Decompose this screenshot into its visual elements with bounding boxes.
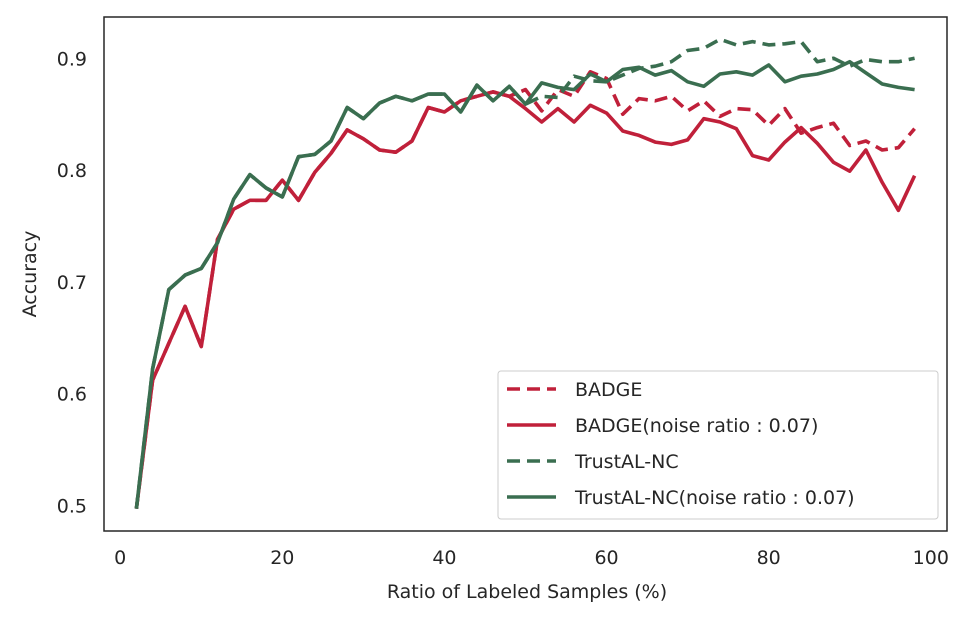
legend-label-badge: BADGE — [575, 379, 642, 401]
y-tick-label: 0.5 — [57, 495, 87, 517]
x-tick-label: 100 — [913, 547, 949, 569]
x-tick-label: 20 — [270, 547, 294, 569]
y-tick-labels: 0.5 0.6 0.7 0.8 0.9 — [57, 48, 87, 517]
x-tick-label: 0 — [114, 547, 126, 569]
x-tick-labels: 0 20 40 60 80 100 — [114, 547, 949, 569]
series-layer — [134, 37, 917, 509]
x-tick-label: 40 — [432, 547, 456, 569]
x-axis-label: Ratio of Labeled Samples (%) — [387, 581, 667, 603]
series-line-trustal-nc-noise-ratio-0-07 — [134, 59, 915, 509]
legend-items: BADGE BADGE(noise ratio : 0.07) TrustAL-NC… — [507, 379, 855, 509]
legend-label-trustal-nc: TrustAL-NC — [574, 451, 679, 473]
y-tick-label: 0.8 — [57, 160, 87, 182]
plot-frame — [103, 16, 948, 532]
y-axis-label: Accuracy — [19, 231, 41, 318]
y-tick-label: 0.6 — [57, 384, 87, 406]
x-tick-label: 60 — [594, 547, 618, 569]
x-tick-label: 80 — [757, 547, 781, 569]
y-tick-label: 0.7 — [57, 272, 87, 294]
legend-box — [497, 370, 939, 520]
legend-label-trustal-nc-noise-ratio-0-07: TrustAL-NC(noise ratio : 0.07) — [574, 487, 855, 509]
legend-label-badge-noise-ratio-0-07: BADGE(noise ratio : 0.07) — [575, 415, 818, 437]
legend: BADGE BADGE(noise ratio : 0.07) TrustAL-NC… — [497, 370, 939, 520]
series-line-badge-noise-ratio-0-07 — [134, 90, 917, 509]
y-tick-label: 0.9 — [57, 48, 87, 70]
